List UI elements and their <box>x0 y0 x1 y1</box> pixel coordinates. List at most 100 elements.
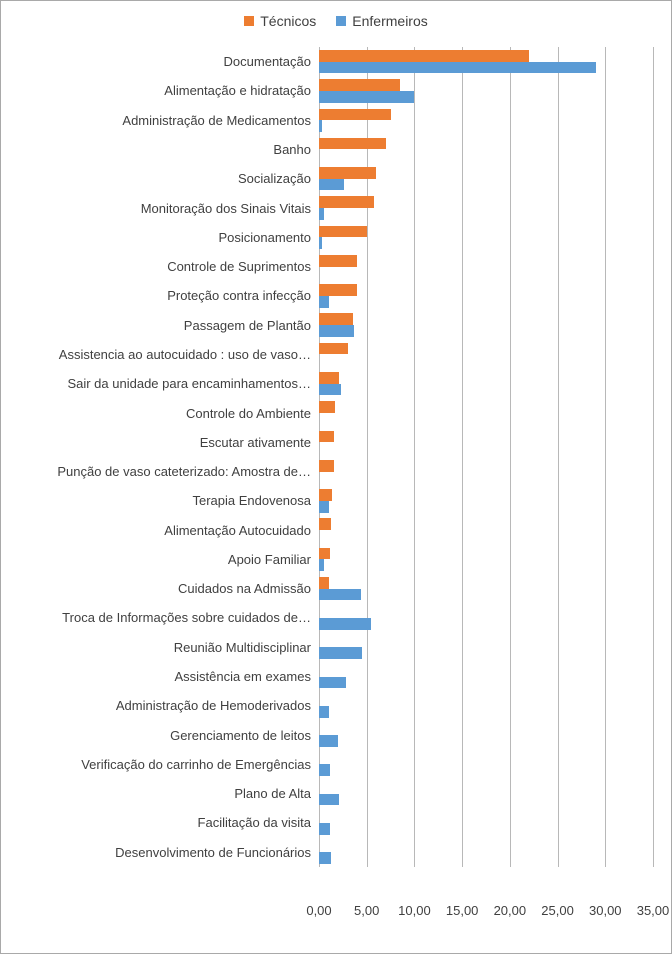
plot-region <box>319 47 653 867</box>
gridline <box>653 47 654 867</box>
bar-enfermeiros <box>319 852 331 864</box>
bar-enfermeiros <box>319 647 362 659</box>
x-tick-label: 5,00 <box>354 903 379 918</box>
category-label: Assistencia ao autocuidado : uso de vaso… <box>19 340 319 369</box>
bar-enfermeiros <box>319 589 361 601</box>
bar-tecnicos <box>319 167 376 179</box>
bar-tecnicos <box>319 196 374 208</box>
y-axis-labels: DocumentaçãoAlimentação e hidrataçãoAdmi… <box>19 47 319 867</box>
bar-enfermeiros <box>319 237 322 249</box>
category-label: Administração de Medicamentos <box>19 106 319 135</box>
bar-tecnicos <box>319 518 331 530</box>
bar-tecnicos <box>319 138 386 150</box>
bar-row <box>319 750 653 779</box>
x-axis: 0,005,0010,0015,0020,0025,0030,0035,00 <box>319 903 653 923</box>
category-label: Cuidados na Admissão <box>19 574 319 603</box>
bar-row <box>319 574 653 603</box>
category-label: Punção de vaso cateterizado: Amostra de… <box>19 457 319 486</box>
bar-row <box>319 164 653 193</box>
category-label: Facilitação da visita <box>19 808 319 837</box>
bar-row <box>319 428 653 457</box>
bar-tecnicos <box>319 401 335 413</box>
bar-enfermeiros <box>319 91 414 103</box>
legend-item-tecnicos: Técnicos <box>244 13 316 29</box>
bar-row <box>319 47 653 76</box>
chart-frame: Técnicos Enfermeiros DocumentaçãoAliment… <box>0 0 672 954</box>
bar-enfermeiros <box>319 559 324 571</box>
bar-row <box>319 457 653 486</box>
bar-enfermeiros <box>319 325 354 337</box>
category-label: Desenvolvimento de Funcionários <box>19 838 319 867</box>
bar-tecnicos <box>319 577 329 589</box>
category-label: Administração de Hemoderivados <box>19 691 319 720</box>
x-tick-label: 25,00 <box>541 903 574 918</box>
category-label: Verificação do carrinho de Emergências <box>19 750 319 779</box>
bar-tecnicos <box>319 489 332 501</box>
bar-row <box>319 135 653 164</box>
category-label: Apoio Familiar <box>19 545 319 574</box>
bar-tecnicos <box>319 372 339 384</box>
bar-row <box>319 779 653 808</box>
bar-row <box>319 720 653 749</box>
bar-row <box>319 252 653 281</box>
x-tick-label: 15,00 <box>446 903 479 918</box>
bar-enfermeiros <box>319 296 329 308</box>
category-label: Escutar ativamente <box>19 428 319 457</box>
bar-tecnicos <box>319 109 391 121</box>
bar-enfermeiros <box>319 384 341 396</box>
bar-tecnicos <box>319 50 529 62</box>
category-label: Alimentação Autocuidado <box>19 516 319 545</box>
bar-row <box>319 808 653 837</box>
legend-label-tecnicos: Técnicos <box>260 13 316 29</box>
bar-row <box>319 76 653 105</box>
category-label: Terapia Endovenosa <box>19 486 319 515</box>
bar-row <box>319 838 653 867</box>
bar-row <box>319 633 653 662</box>
category-label: Troca de Informações sobre cuidados de… <box>19 603 319 632</box>
category-label: Reunião Multidisciplinar <box>19 633 319 662</box>
bar-tecnicos <box>319 343 348 355</box>
x-tick-label: 35,00 <box>637 903 670 918</box>
bar-enfermeiros <box>319 618 371 630</box>
bar-enfermeiros <box>319 179 344 191</box>
bar-row <box>319 516 653 545</box>
bar-row <box>319 398 653 427</box>
category-label: Alimentação e hidratação <box>19 76 319 105</box>
bar-row <box>319 369 653 398</box>
bar-tecnicos <box>319 284 357 296</box>
category-label: Proteção contra infecção <box>19 281 319 310</box>
category-label: Gerenciamento de leitos <box>19 720 319 749</box>
bar-tecnicos <box>319 460 334 472</box>
bar-row <box>319 106 653 135</box>
legend-swatch-tecnicos <box>244 16 254 26</box>
legend-label-enfermeiros: Enfermeiros <box>352 13 427 29</box>
bar-tecnicos <box>319 313 353 325</box>
bar-enfermeiros <box>319 823 330 835</box>
bar-row <box>319 340 653 369</box>
bar-row <box>319 193 653 222</box>
bar-tecnicos <box>319 226 367 238</box>
bar-row <box>319 603 653 632</box>
bar-enfermeiros <box>319 62 596 74</box>
x-tick-label: 0,00 <box>306 903 331 918</box>
category-label: Plano de Alta <box>19 779 319 808</box>
bar-row <box>319 545 653 574</box>
bar-enfermeiros <box>319 794 339 806</box>
bar-tecnicos <box>319 548 330 560</box>
bar-row <box>319 223 653 252</box>
plot-area: DocumentaçãoAlimentação e hidrataçãoAdmi… <box>19 47 653 867</box>
category-label: Monitoração dos Sinais Vitais <box>19 193 319 222</box>
legend-item-enfermeiros: Enfermeiros <box>336 13 427 29</box>
category-label: Controle do Ambiente <box>19 398 319 427</box>
bar-row <box>319 691 653 720</box>
x-tick-label: 10,00 <box>398 903 431 918</box>
bar-row <box>319 486 653 515</box>
bar-enfermeiros <box>319 501 329 513</box>
bar-enfermeiros <box>319 735 338 747</box>
category-label: Sair da unidade para encaminhamentos… <box>19 369 319 398</box>
bar-tecnicos <box>319 79 400 91</box>
bar-enfermeiros <box>319 677 346 689</box>
bar-row <box>319 311 653 340</box>
category-label: Socialização <box>19 164 319 193</box>
category-label: Passagem de Plantão <box>19 311 319 340</box>
